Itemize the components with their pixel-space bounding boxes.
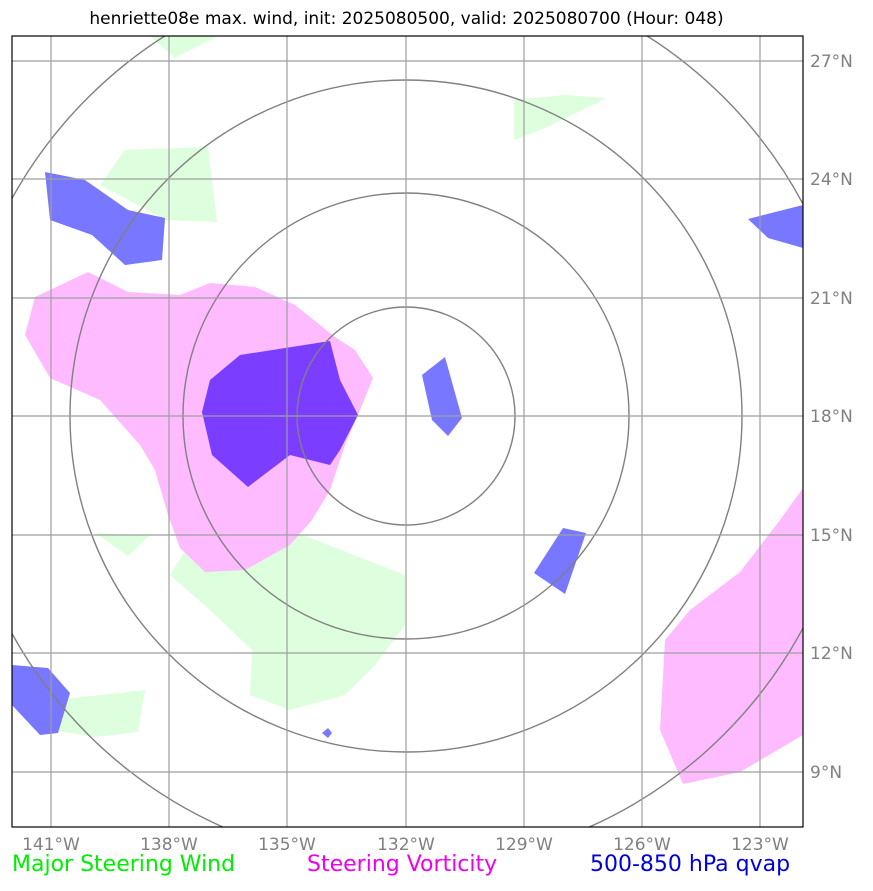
latitude-labels: 27°N 24°N 21°N 18°N 15°N 12°N 9°N (810, 52, 853, 783)
lat-label: 15°N (810, 526, 853, 546)
lon-label: 138°W (140, 835, 198, 855)
graticule (12, 36, 803, 827)
lat-label: 9°N (810, 763, 842, 783)
lat-label: 12°N (810, 644, 853, 664)
lat-label: 21°N (810, 289, 853, 309)
lat-label: 18°N (810, 407, 853, 427)
qvap-region (534, 528, 586, 594)
qvap-region (12, 665, 70, 735)
vorticity-region (25, 272, 373, 572)
legend-steering-vorticity: Steering Vorticity (307, 852, 498, 877)
lat-label: 24°N (810, 170, 853, 190)
qvap-region (45, 172, 165, 265)
wind-region (52, 690, 145, 737)
map-title: henriette08e max. wind, init: 2025080500… (89, 9, 724, 29)
lon-label: 129°W (495, 835, 553, 855)
plot-frame (11, 35, 804, 828)
qvap-regions (12, 172, 803, 738)
qvap-region (422, 357, 462, 436)
qvap-region (322, 728, 332, 738)
lat-label: 27°N (810, 52, 853, 72)
wind-region (150, 36, 218, 58)
longitude-labels: 141°W 138°W 135°W 132°W 129°W 126°W 123°… (22, 835, 789, 855)
legend-steering-wind: Major Steering Wind (12, 852, 236, 877)
vorticity-region (660, 488, 803, 784)
lon-label: 132°W (377, 835, 435, 855)
lon-label: 135°W (258, 835, 316, 855)
wind-region (95, 533, 150, 556)
lon-label: 141°W (22, 835, 80, 855)
vorticity-qvap-overlap (202, 341, 358, 487)
steering-vorticity-regions (25, 272, 803, 784)
lon-label: 126°W (613, 835, 671, 855)
lon-label: 123°W (731, 835, 789, 855)
legend-qvap: 500-850 hPa qvap (590, 852, 791, 877)
wind-region (100, 147, 217, 222)
qvap-region (748, 205, 803, 248)
